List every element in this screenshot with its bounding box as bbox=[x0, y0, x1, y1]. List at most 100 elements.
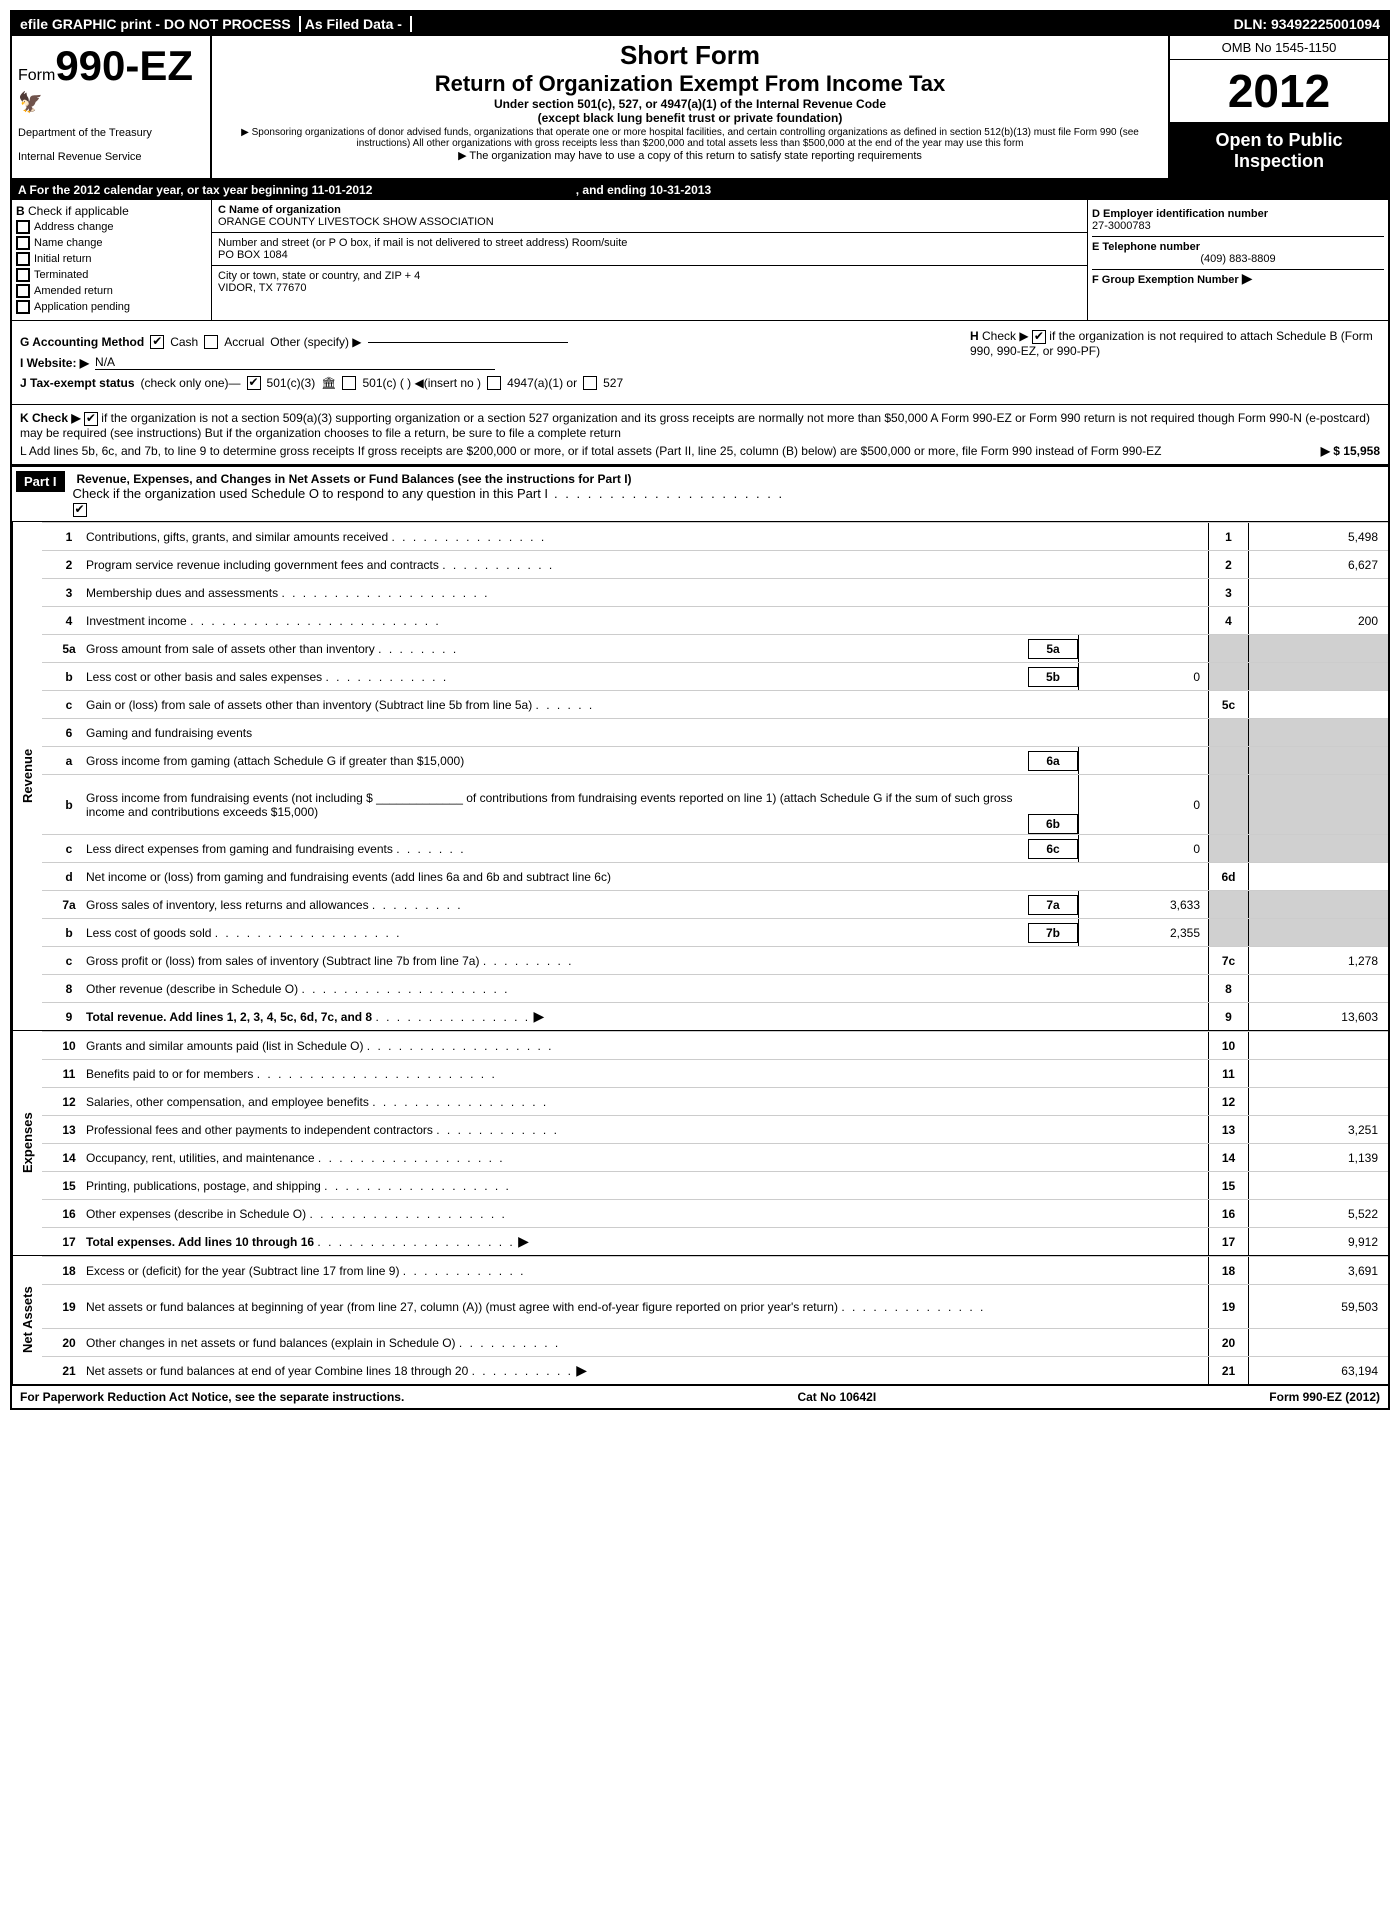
ln16-box: 16 bbox=[1208, 1200, 1248, 1227]
ln18-num: 18 bbox=[42, 1264, 82, 1278]
year-begin: A For the 2012 calendar year, or tax yea… bbox=[18, 183, 372, 197]
cb-initial[interactable] bbox=[16, 252, 30, 266]
form-word: Form bbox=[18, 67, 55, 84]
cb-part1[interactable] bbox=[73, 503, 87, 517]
cb-4947[interactable] bbox=[487, 376, 501, 390]
cb-501c3[interactable] bbox=[247, 376, 261, 390]
header: Form990-EZ 🦅 Department of the Treasury … bbox=[12, 36, 1388, 180]
group-arrow-icon: ▶ bbox=[1242, 270, 1253, 286]
ln7b-sub: 7b bbox=[1028, 923, 1078, 943]
org-name: ORANGE COUNTY LIVESTOCK SHOW ASSOCIATION bbox=[218, 216, 1081, 228]
ln1-num: 1 bbox=[42, 530, 82, 544]
ln10-val bbox=[1248, 1032, 1388, 1059]
dots-part1: . . . . . . . . . . . . . . . . . . . . … bbox=[554, 486, 784, 501]
ln7a-gray bbox=[1208, 891, 1248, 918]
dept-treasury: Department of the Treasury bbox=[18, 127, 204, 139]
ln17-box: 17 bbox=[1208, 1228, 1248, 1255]
ln21-val: 63,194 bbox=[1248, 1357, 1388, 1384]
ln6a-subval bbox=[1078, 747, 1208, 774]
ein-value: 27-3000783 bbox=[1092, 220, 1384, 232]
k-label: K Check ▶ bbox=[20, 411, 81, 425]
ln5b-subval: 0 bbox=[1078, 663, 1208, 690]
part1-check-text: Check if the organization used Schedule … bbox=[73, 486, 549, 501]
section-b: B Check if applicable Address change Nam… bbox=[12, 200, 212, 320]
cb-terminated[interactable] bbox=[16, 268, 30, 282]
ln6c-gray2 bbox=[1248, 835, 1388, 862]
org-city: VIDOR, TX 77670 bbox=[218, 282, 1081, 294]
cb-pending[interactable] bbox=[16, 300, 30, 314]
ln16-desc: Other expenses (describe in Schedule O) bbox=[86, 1207, 306, 1221]
ln9-num: 9 bbox=[42, 1010, 82, 1024]
h-check-text: Check ▶ bbox=[982, 329, 1029, 343]
ln8-desc: Other revenue (describe in Schedule O) bbox=[86, 982, 298, 996]
cb-accrual[interactable] bbox=[204, 335, 218, 349]
cb-schedule-b[interactable] bbox=[1032, 330, 1046, 344]
ln12-desc: Salaries, other compensation, and employ… bbox=[86, 1095, 369, 1109]
ln14-num: 14 bbox=[42, 1151, 82, 1165]
ln6a-num: a bbox=[42, 754, 82, 768]
ln20-desc: Other changes in net assets or fund bala… bbox=[86, 1336, 456, 1350]
top-bar: efile GRAPHIC print - DO NOT PROCESS As … bbox=[12, 12, 1388, 36]
cb-amended[interactable] bbox=[16, 284, 30, 298]
ln5a-gray bbox=[1208, 635, 1248, 662]
cb-501c[interactable] bbox=[342, 376, 356, 390]
ln5b-gray bbox=[1208, 663, 1248, 690]
ln6b-num: b bbox=[42, 798, 82, 812]
cb-527[interactable] bbox=[583, 376, 597, 390]
b-label: B bbox=[16, 204, 25, 218]
ln6-num: 6 bbox=[42, 726, 82, 740]
ln5b-desc: Less cost or other basis and sales expen… bbox=[86, 670, 322, 684]
cb-k[interactable] bbox=[84, 412, 98, 426]
form-number: 990-EZ bbox=[55, 42, 193, 89]
ln6c-subval: 0 bbox=[1078, 835, 1208, 862]
cb-cash[interactable] bbox=[150, 335, 164, 349]
other-field[interactable] bbox=[368, 342, 568, 343]
cat-no: Cat No 10642I bbox=[797, 1390, 876, 1404]
ln5b-num: b bbox=[42, 670, 82, 684]
ln20-box: 20 bbox=[1208, 1329, 1248, 1356]
ln15-box: 15 bbox=[1208, 1172, 1248, 1199]
website-label: I Website: ▶ bbox=[20, 356, 89, 370]
netassets-table: 18Excess or (deficit) for the year (Subt… bbox=[42, 1256, 1388, 1384]
ln15-desc: Printing, publications, postage, and shi… bbox=[86, 1179, 321, 1193]
ln9-box: 9 bbox=[1208, 1003, 1248, 1030]
form-990ez: efile GRAPHIC print - DO NOT PROCESS As … bbox=[10, 10, 1390, 1410]
efile-label: efile GRAPHIC print - DO NOT PROCESS bbox=[20, 16, 301, 32]
ln4-num: 4 bbox=[42, 614, 82, 628]
ln9-val: 13,603 bbox=[1248, 1003, 1388, 1030]
ln18-val: 3,691 bbox=[1248, 1257, 1388, 1284]
ln7b-gray2 bbox=[1248, 919, 1388, 946]
ln3-val bbox=[1248, 579, 1388, 606]
cb-name[interactable] bbox=[16, 236, 30, 250]
ln6a-desc: Gross income from gaming (attach Schedul… bbox=[86, 754, 464, 768]
ln17-desc: Total expenses. Add lines 10 through 16 bbox=[86, 1235, 314, 1249]
lbl-accrual: Accrual bbox=[224, 335, 264, 349]
ln6b-gray2 bbox=[1248, 775, 1388, 834]
ln7c-box: 7c bbox=[1208, 947, 1248, 974]
ln5c-num: c bbox=[42, 698, 82, 712]
ln1-box: 1 bbox=[1208, 523, 1248, 550]
ln5a-gray2 bbox=[1248, 635, 1388, 662]
ln7b-gray bbox=[1208, 919, 1248, 946]
ln7a-desc: Gross sales of inventory, less returns a… bbox=[86, 898, 369, 912]
section-ghij: G Accounting Method Cash Accrual Other (… bbox=[12, 321, 1388, 405]
footer: For Paperwork Reduction Act Notice, see … bbox=[12, 1386, 1388, 1408]
ln14-box: 14 bbox=[1208, 1144, 1248, 1171]
ln2-box: 2 bbox=[1208, 551, 1248, 578]
except-text: (except black lung benefit trust or priv… bbox=[216, 111, 1164, 125]
ln12-box: 12 bbox=[1208, 1088, 1248, 1115]
c-city-label: City or town, state or country, and ZIP … bbox=[218, 270, 1081, 282]
ln7b-num: b bbox=[42, 926, 82, 940]
ln6a-gray bbox=[1208, 747, 1248, 774]
h-text2: if the organization is not required to a… bbox=[970, 329, 1373, 358]
ln17-arrow-icon: ▶ bbox=[518, 1233, 529, 1249]
ln4-val: 200 bbox=[1248, 607, 1388, 634]
asfiled-label: As Filed Data - bbox=[305, 16, 412, 32]
ln13-desc: Professional fees and other payments to … bbox=[86, 1123, 433, 1137]
sponsor-text: ▶ Sponsoring organizations of donor advi… bbox=[216, 127, 1164, 149]
return-title: Return of Organization Exempt From Incom… bbox=[216, 71, 1164, 97]
ein-label: D Employer identification number bbox=[1092, 208, 1268, 220]
phone-label: E Telephone number bbox=[1092, 241, 1200, 253]
c-street-label: Number and street (or P O box, if mail i… bbox=[218, 237, 1081, 249]
cb-address[interactable] bbox=[16, 220, 30, 234]
